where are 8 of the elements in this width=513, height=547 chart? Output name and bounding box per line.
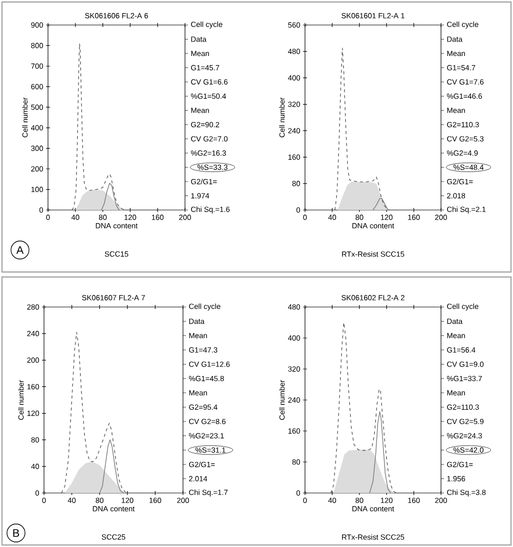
line-series: [372, 198, 388, 210]
text: B: [13, 529, 20, 537]
line-series: [334, 48, 390, 210]
line-series: [99, 440, 124, 494]
line-series: [101, 182, 120, 210]
line-series: [61, 332, 126, 494]
text: A: [16, 246, 24, 254]
line-series: [330, 322, 396, 494]
